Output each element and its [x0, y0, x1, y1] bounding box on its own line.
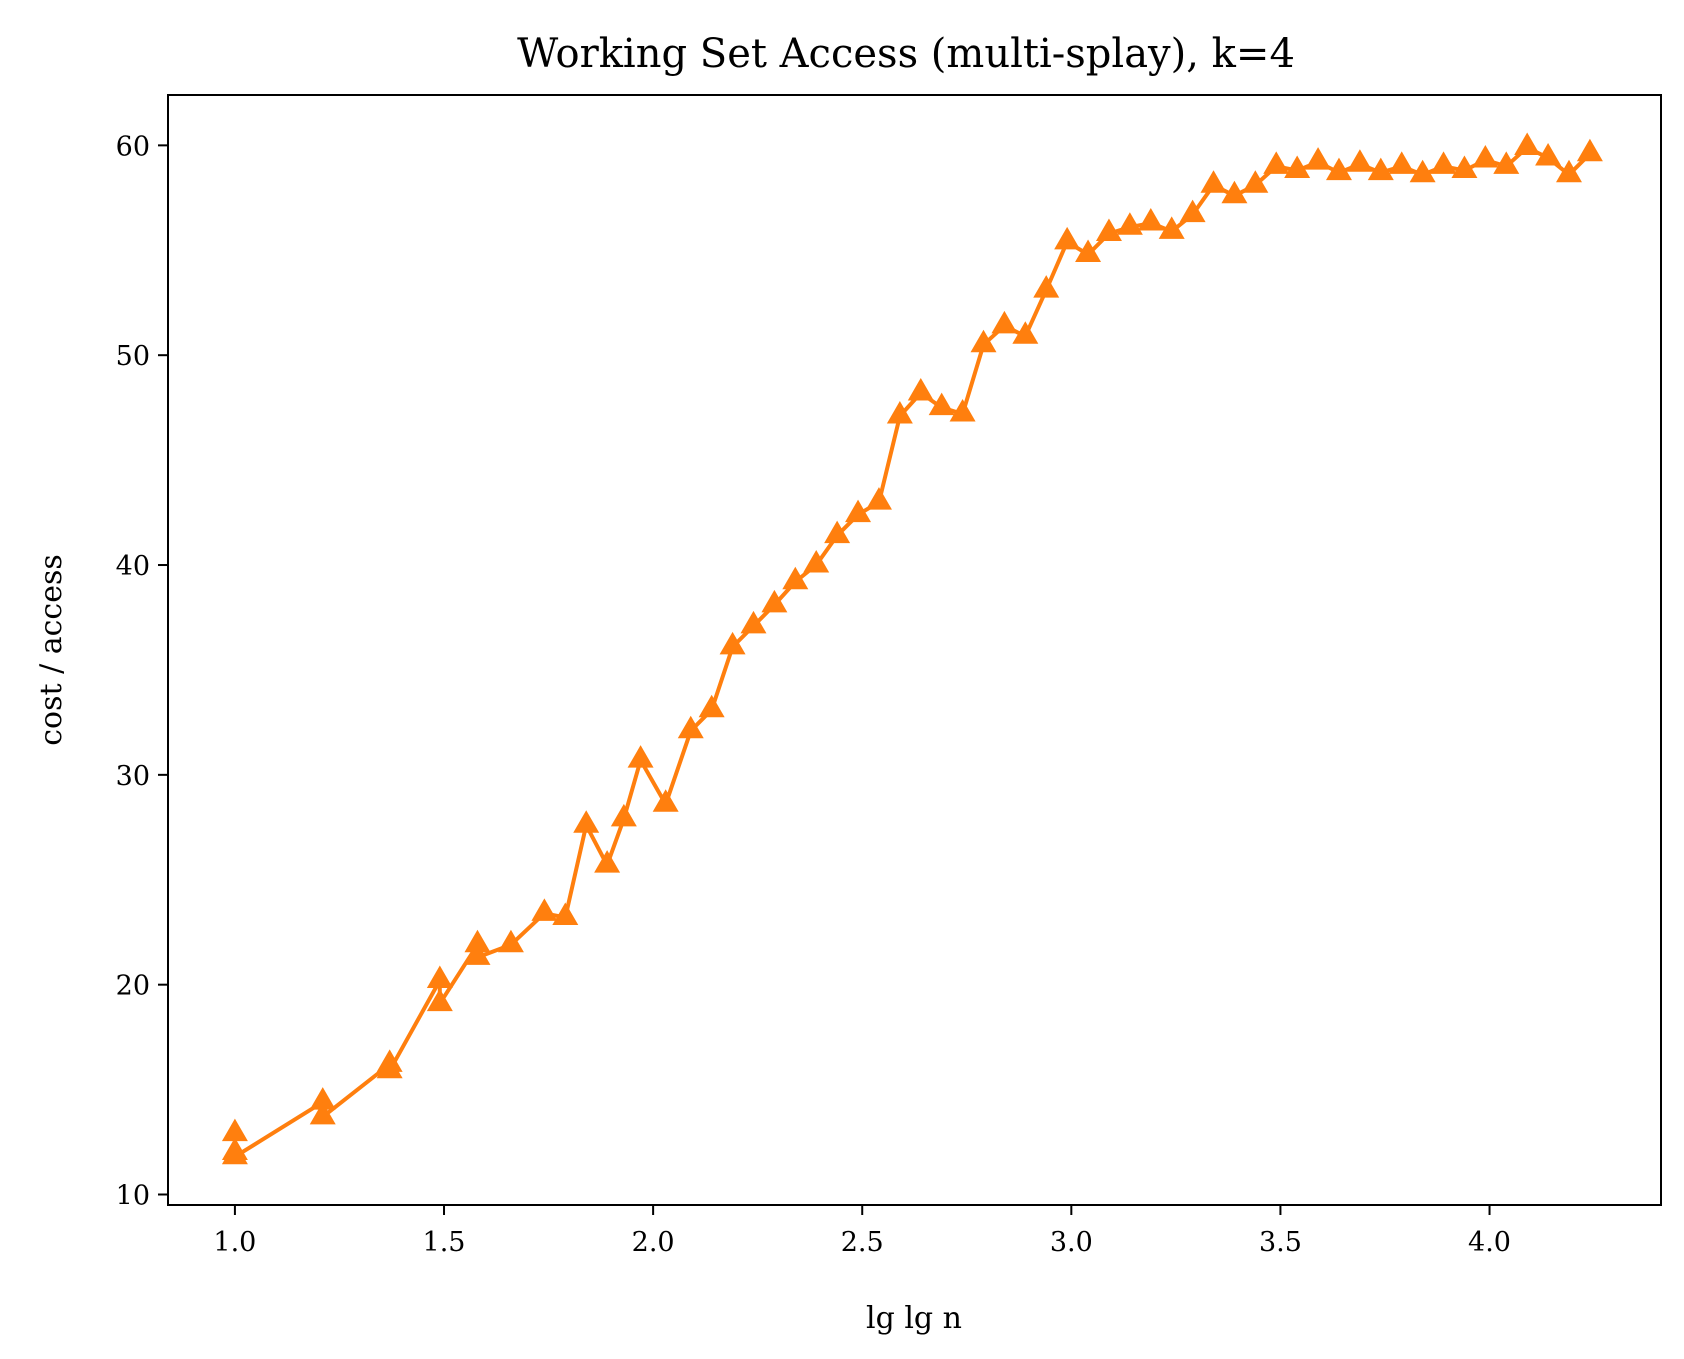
- data-point: [426, 988, 453, 1012]
- data-point: [845, 499, 872, 523]
- data-point: [907, 377, 934, 401]
- chart-title: Working Set Access (multi-splay), k=4: [517, 31, 1295, 77]
- data-point: [1263, 151, 1290, 174]
- x-tick-label: 2.0: [632, 1227, 675, 1258]
- data-point: [803, 550, 830, 573]
- y-tick-label: 10: [116, 1181, 150, 1212]
- data-point: [761, 589, 788, 613]
- plot-area: [221, 132, 1603, 1165]
- data-point: [652, 789, 679, 812]
- x-tick-label: 3.5: [1259, 1227, 1302, 1258]
- data-point: [698, 694, 725, 718]
- data-point: [1075, 239, 1102, 262]
- data-point: [1221, 180, 1248, 204]
- y-axis-label: cost / access: [34, 554, 69, 746]
- data-point: [1514, 132, 1541, 155]
- data-point: [1284, 155, 1311, 179]
- data-point: [1012, 321, 1039, 344]
- x-tick-label: 1.5: [423, 1227, 466, 1258]
- y-tick-label: 30: [116, 761, 150, 792]
- data-point: [677, 715, 704, 739]
- data-point: [627, 745, 654, 768]
- data-point: [464, 929, 491, 953]
- y-tick-label: 40: [116, 551, 150, 582]
- x-axis-label: lg lg n: [866, 1301, 962, 1336]
- data-point: [1054, 226, 1081, 250]
- data-point: [1472, 145, 1499, 168]
- data-point: [1116, 212, 1143, 235]
- data-point: [552, 902, 579, 926]
- data-point: [309, 1087, 336, 1110]
- data-point: [464, 942, 491, 965]
- data-point: [594, 850, 621, 873]
- data-point: [949, 398, 976, 422]
- data-point: [1242, 170, 1269, 193]
- y-tick-label: 60: [116, 131, 150, 162]
- data-point: [1033, 275, 1060, 298]
- x-tick-label: 1.0: [213, 1227, 256, 1258]
- x-tick-label: 2.5: [841, 1227, 884, 1258]
- data-point: [1367, 157, 1394, 181]
- data-point: [1305, 147, 1332, 170]
- data-point: [1325, 157, 1352, 181]
- data-point: [1179, 199, 1206, 223]
- data-point: [740, 610, 767, 634]
- data-point: [719, 631, 746, 655]
- data-point: [928, 392, 955, 416]
- data-point: [1409, 159, 1436, 183]
- data-point: [1388, 151, 1415, 174]
- data-point: [1200, 170, 1227, 193]
- data-point: [1158, 216, 1185, 239]
- data-point: [1535, 142, 1562, 166]
- data-point: [1556, 159, 1582, 183]
- data-point: [426, 965, 453, 988]
- data-point: [573, 810, 600, 833]
- data-point: [221, 1141, 248, 1165]
- y-tick-label: 50: [116, 341, 150, 372]
- data-point: [1493, 151, 1520, 174]
- data-point: [497, 929, 524, 953]
- data-point: [1137, 207, 1164, 231]
- data-point: [309, 1101, 336, 1125]
- data-point: [886, 401, 913, 424]
- data-point: [1346, 149, 1373, 172]
- data-point: [824, 520, 851, 544]
- data-point: [1095, 218, 1122, 241]
- data-point: [531, 898, 558, 921]
- data-point: [610, 803, 637, 827]
- data-point: [991, 310, 1018, 334]
- data-point: [782, 566, 809, 590]
- data-point: [221, 1118, 248, 1142]
- data-point: [1451, 155, 1478, 179]
- data-point: [970, 329, 997, 353]
- data-point: [865, 487, 892, 510]
- y-axis: 10 20 30 40 50 60: [116, 131, 168, 1212]
- x-axis: 1.0 1.5 2.0 2.5 3.0 3.5 4.0: [213, 1205, 1511, 1258]
- y-tick-label: 20: [116, 971, 150, 1002]
- data-point: [1430, 151, 1457, 174]
- data-point: [376, 1055, 403, 1079]
- x-tick-label: 3.0: [1050, 1227, 1093, 1258]
- data-point: [1576, 138, 1603, 162]
- x-tick-label: 4.0: [1468, 1227, 1511, 1258]
- plot-frame: [167, 94, 1662, 1206]
